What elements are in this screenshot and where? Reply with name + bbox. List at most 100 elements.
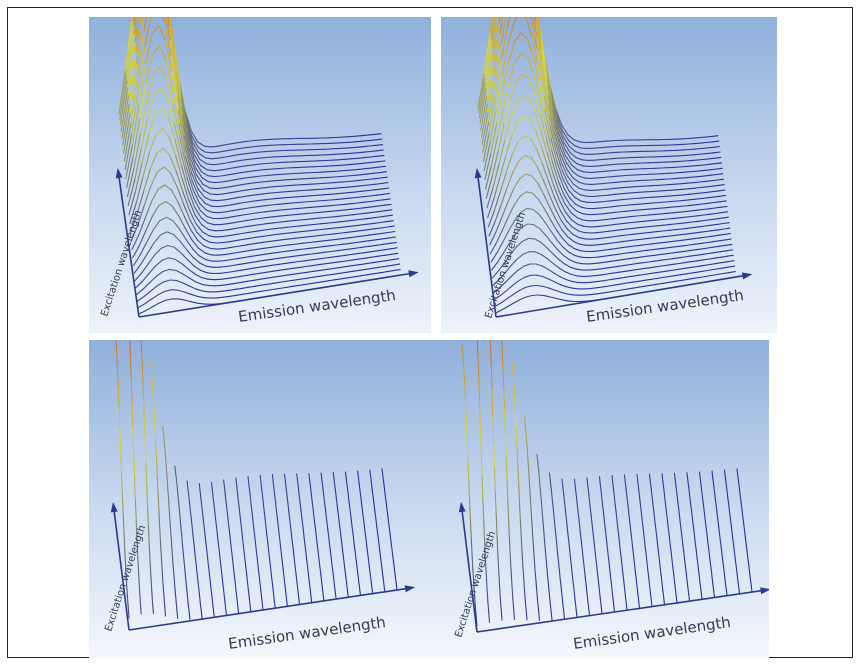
surface-slice-segment	[390, 542, 393, 551]
surface-slice-segment	[346, 174, 355, 177]
surface-slice-segment	[725, 243, 733, 246]
surface-slice-segment	[331, 210, 340, 212]
surface-slice-segment	[699, 186, 707, 189]
surface-slice-segment	[189, 219, 198, 233]
surface-slice-segment	[495, 74, 503, 110]
surface-slice-segment	[715, 505, 718, 514]
surface-slice-segment	[328, 238, 337, 241]
surface-slice-segment	[560, 162, 569, 177]
surface-slice-segment	[520, 32, 528, 39]
surface-slice-segment	[660, 212, 668, 215]
surface-slice-segment	[648, 576, 651, 586]
surface-slice-segment	[234, 281, 243, 284]
surface-slice-segment	[236, 484, 239, 494]
surface-slice-segment	[574, 601, 577, 611]
surface-slice-segment	[518, 483, 521, 503]
surface-slice-segment	[197, 247, 206, 254]
surface-slice-segment	[598, 152, 606, 155]
surface-slice-segment	[532, 537, 535, 551]
surface-slice-segment	[573, 594, 576, 603]
surface-slice-segment	[348, 191, 357, 194]
surface-slice-segment	[538, 479, 541, 490]
surface-slice-segment	[284, 480, 287, 490]
surface-slice-segment	[566, 286, 574, 289]
surface-slice-segment	[228, 288, 237, 291]
surface-slice-segment	[358, 581, 361, 590]
surface-slice-segment	[289, 190, 297, 192]
surface-slice-segment	[708, 555, 711, 564]
surface-slice-segment	[708, 548, 711, 557]
surface-slice-segment	[725, 588, 728, 597]
surface-slice-segment	[376, 149, 384, 152]
surface-slice-segment	[621, 192, 629, 195]
surface-slice-segment	[221, 235, 230, 238]
surface-slice-segment	[372, 496, 375, 505]
surface-slice-segment	[377, 254, 386, 257]
surface-slice-segment	[125, 580, 128, 596]
surface-slice-segment	[612, 163, 620, 166]
surface-slice-segment	[140, 116, 149, 149]
surface-slice-segment	[698, 570, 701, 579]
surface-slice-segment	[721, 216, 729, 219]
x-axis-line-arrowhead	[408, 270, 419, 278]
surface-slice-segment	[230, 148, 239, 151]
surface-slice-segment	[289, 196, 298, 198]
surface-slice-segment	[380, 271, 388, 274]
surface-slice-segment	[597, 194, 605, 197]
surface-slice-segment	[355, 241, 364, 244]
surface-slice-segment	[492, 414, 495, 443]
surface-slice-segment	[495, 217, 503, 233]
surface-slice-segment	[735, 565, 738, 574]
surface-slice-segment	[317, 550, 320, 560]
surface-slice-segment	[679, 171, 687, 174]
surface-slice-segment	[688, 243, 696, 246]
surface-slice-segment	[333, 221, 341, 224]
surface-slice-segment	[234, 226, 242, 230]
surface-slice-segment	[143, 185, 152, 206]
surface-slice-segment	[211, 594, 214, 603]
surface-slice-segment	[520, 207, 528, 213]
surface-slice-segment	[245, 267, 254, 270]
surface-slice-segment	[616, 252, 624, 255]
surface-slice-segment	[540, 49, 549, 87]
surface-slice-segment	[221, 283, 229, 286]
surface-slice-segment	[262, 496, 265, 506]
surface-slice-segment	[384, 209, 393, 212]
surface-slice-segment	[501, 305, 509, 311]
surface-slice-segment	[578, 237, 586, 240]
surface-slice-segment	[373, 221, 381, 224]
surface-slice-segment	[304, 253, 312, 256]
surface-slice-segment	[480, 102, 489, 138]
x-axis-line	[128, 586, 414, 631]
surface-slice-segment	[704, 269, 712, 272]
surface-slice-segment	[162, 147, 171, 156]
surface-slice-segment	[547, 180, 555, 198]
surface-slice-segment	[684, 261, 692, 264]
surface-slice-segment	[582, 554, 585, 564]
surface-slice-segment	[709, 263, 717, 266]
surface-slice-segment	[285, 591, 288, 600]
surface-slice-segment	[516, 94, 524, 103]
surface-slice-segment	[533, 549, 536, 563]
surface-slice-segment	[301, 516, 304, 525]
surface-slice-segment	[634, 250, 642, 253]
surface-slice-segment	[308, 472, 311, 482]
surface-slice-segment	[572, 233, 580, 239]
surface-slice-segment	[624, 269, 632, 272]
surface-slice-segment	[267, 548, 270, 558]
surface-slice-segment	[341, 548, 344, 557]
surface-slice-segment	[351, 207, 359, 210]
surface-slice-segment	[627, 239, 635, 242]
surface-slice-segment	[548, 287, 556, 291]
surface-slice-segment	[533, 92, 541, 115]
surface-slice-segment	[344, 158, 352, 160]
surface-slice-segment	[252, 163, 261, 166]
surface-slice-segment	[692, 271, 700, 274]
surface-slice-segment	[247, 176, 256, 179]
surface-slice-segment	[513, 195, 522, 206]
surface-slice-segment	[697, 219, 705, 222]
surface-slice-segment	[245, 164, 254, 167]
surface-slice-segment	[306, 270, 315, 273]
surface-slice-segment	[638, 495, 641, 505]
surface-slice-segment	[258, 157, 266, 159]
